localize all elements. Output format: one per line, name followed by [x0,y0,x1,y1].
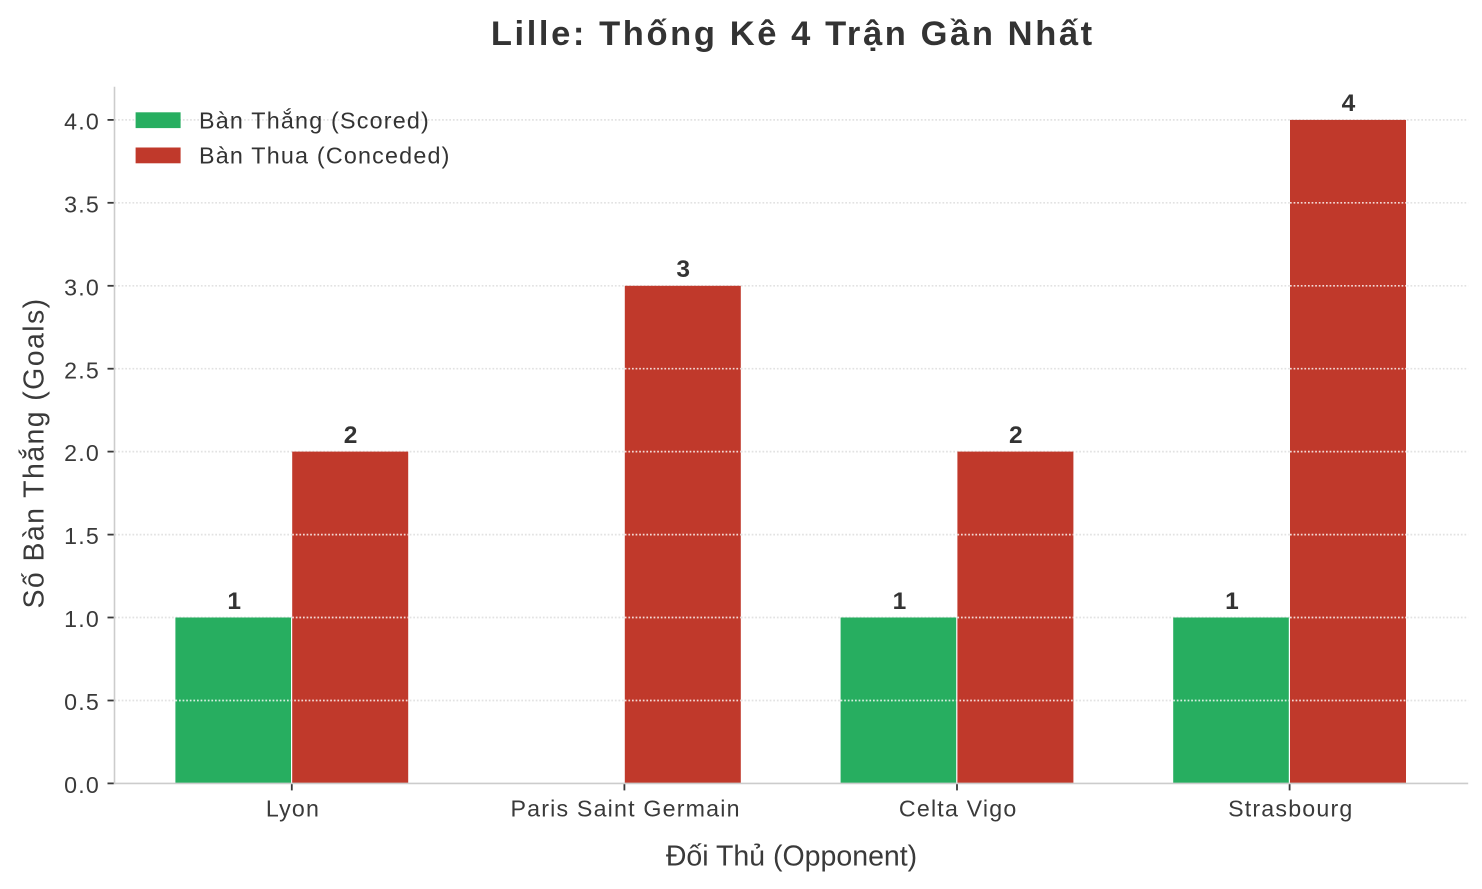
svg-text:Số Bàn Thắng (Goals): Số Bàn Thắng (Goals) [19,297,51,608]
svg-text:Bàn Thắng (Scored): Bàn Thắng (Scored) [199,107,430,133]
svg-text:Strasbourg: Strasbourg [1228,796,1353,822]
svg-text:1: 1 [1225,588,1239,615]
svg-text:4.0: 4.0 [64,109,100,135]
svg-text:2.0: 2.0 [64,440,100,466]
svg-text:4: 4 [1342,90,1356,117]
svg-text:Lille: Thống Kê 4 Trận Gần Nhấ: Lille: Thống Kê 4 Trận Gần Nhất [491,15,1095,53]
svg-text:Đối Thủ (Opponent): Đối Thủ (Opponent) [666,841,917,873]
svg-text:0.0: 0.0 [64,772,100,798]
svg-text:1.0: 1.0 [64,606,100,632]
svg-text:0.5: 0.5 [64,689,100,715]
svg-text:1.5: 1.5 [64,523,100,549]
svg-text:3.0: 3.0 [64,274,100,300]
svg-text:2: 2 [1009,422,1023,449]
svg-text:Celta Vigo: Celta Vigo [899,796,1018,822]
svg-text:2.5: 2.5 [64,357,100,383]
svg-text:Paris Saint Germain: Paris Saint Germain [510,796,740,822]
svg-text:Lyon: Lyon [266,796,320,822]
svg-text:1: 1 [893,588,907,615]
svg-text:3: 3 [676,256,690,283]
svg-text:Bàn Thua (Conceded): Bàn Thua (Conceded) [199,142,451,168]
svg-text:3.5: 3.5 [64,191,100,217]
svg-text:1: 1 [227,588,241,615]
svg-text:2: 2 [344,422,358,449]
